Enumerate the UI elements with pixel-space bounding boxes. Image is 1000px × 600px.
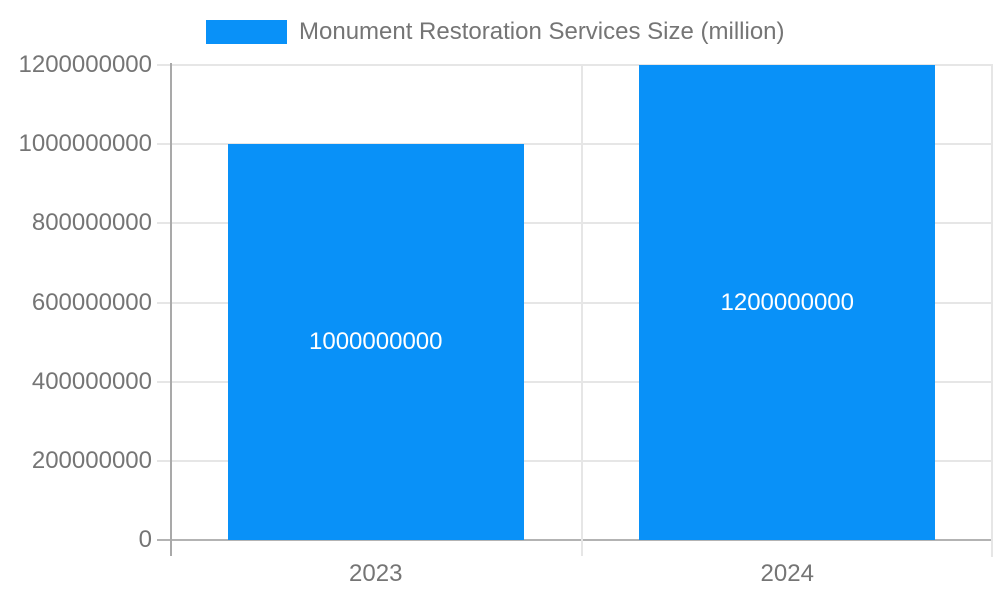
h-gridline xyxy=(157,64,993,66)
y-tick-label: 1000000000 xyxy=(18,130,152,158)
x-axis-line xyxy=(157,539,993,541)
y-tick-label: 400000000 xyxy=(31,367,152,395)
h-gridline xyxy=(157,380,993,383)
x-tick-label: 2024 xyxy=(760,560,814,587)
bar-value-label: 1200000000 xyxy=(720,288,854,316)
h-gridline xyxy=(157,459,993,462)
y-tick-label: 800000000 xyxy=(31,209,152,237)
y-axis-line xyxy=(170,63,172,556)
h-gridline xyxy=(157,143,993,146)
legend-swatch xyxy=(206,20,287,44)
y-tick-label: 1200000000 xyxy=(18,51,152,78)
legend-title: Monument Restoration Services Size (mill… xyxy=(299,18,785,45)
bar-value-label: 1000000000 xyxy=(309,328,443,356)
bar-2024[interactable] xyxy=(639,65,936,540)
x-tick-label: 2023 xyxy=(349,560,403,587)
y-tick-label: 0 xyxy=(138,526,152,553)
v-gridline xyxy=(580,65,583,556)
bar-2023[interactable] xyxy=(227,144,524,540)
plot-right-border xyxy=(991,65,993,557)
y-tick-label: 600000000 xyxy=(31,288,152,316)
h-gridline xyxy=(157,222,993,225)
y-tick-label: 200000000 xyxy=(31,446,152,474)
h-gridline xyxy=(157,301,993,304)
